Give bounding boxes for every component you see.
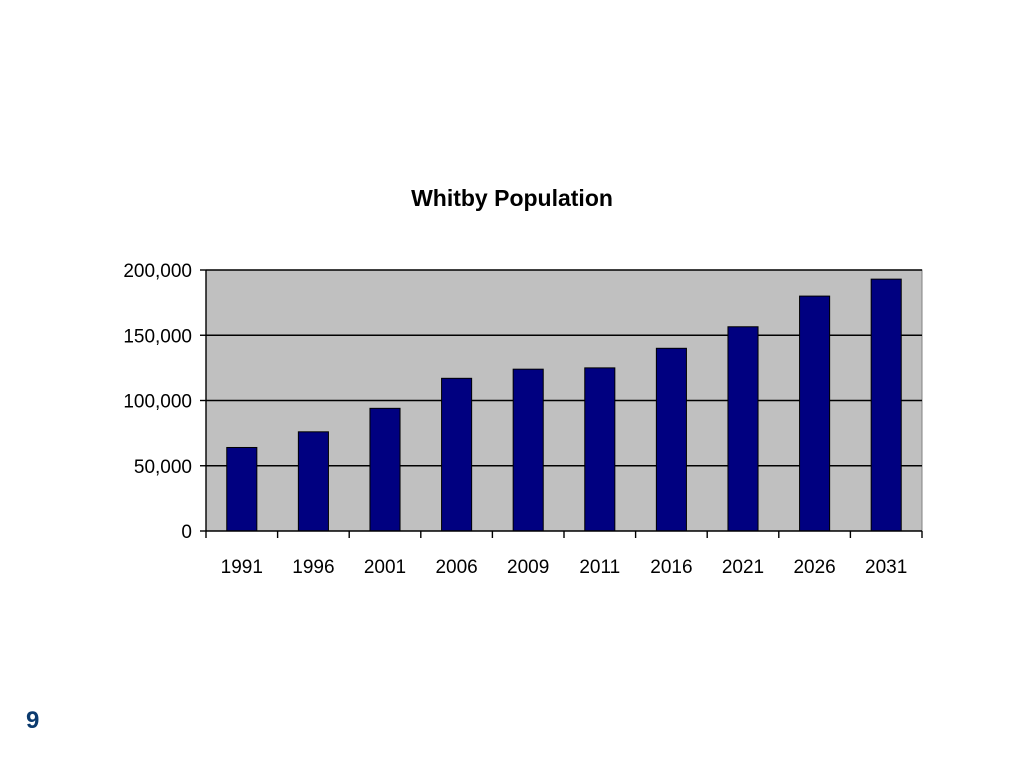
x-tick-label-2011: 2011: [579, 557, 620, 578]
bar-2016: [655, 347, 687, 532]
axes: [200, 269, 923, 538]
bar-2011: [584, 367, 616, 532]
x-tick-label-2001: 2001: [364, 557, 406, 578]
y-tick-label-50000: 50,000: [134, 457, 192, 478]
bar-2021: [727, 326, 759, 532]
x-tick-label-2009: 2009: [507, 557, 549, 578]
bar-2006: [441, 377, 473, 532]
x-tick-label-2006: 2006: [435, 557, 477, 578]
x-tick-label-2021: 2021: [722, 557, 764, 578]
y-tick-label-100000: 100,000: [123, 392, 192, 413]
y-tick-label-200000: 200,000: [123, 261, 192, 282]
page-number: 9: [26, 707, 40, 734]
chart-title: Whitby Population: [411, 185, 613, 211]
x-tick-label-2016: 2016: [650, 557, 692, 578]
x-tick-label-2031: 2031: [865, 557, 907, 578]
bar-1991: [226, 446, 258, 532]
x-tick-label-1996: 1996: [292, 557, 334, 578]
x-tick-label-2026: 2026: [793, 557, 835, 578]
bar-2001: [369, 407, 401, 532]
bar-2031: [870, 278, 902, 532]
bar-2009: [512, 368, 544, 532]
y-tick-label-150000: 150,000: [123, 326, 192, 347]
bar-2026: [799, 295, 831, 532]
bars: [226, 278, 902, 532]
bar-1996: [297, 431, 329, 532]
tick-labels: 0 50,000 100,000 150,000 200,000 1991 1996 2001…: [123, 261, 907, 578]
y-tick-label-0: 0: [181, 522, 192, 543]
x-tick-label-1991: 1991: [221, 557, 263, 578]
